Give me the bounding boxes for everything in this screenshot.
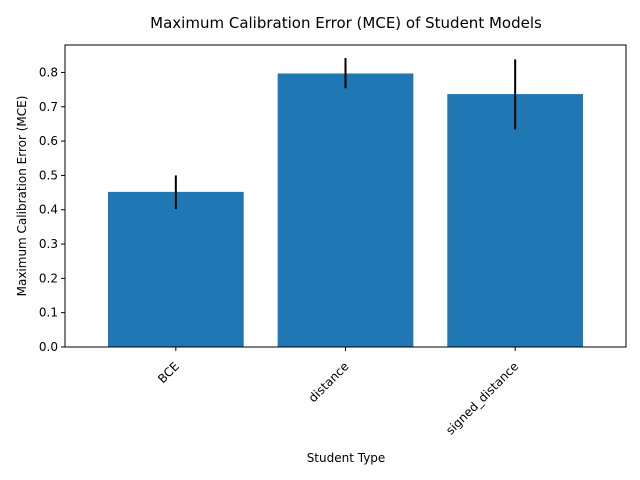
y-tick-label: 0.7 — [39, 100, 58, 114]
y-tick-label: 0.0 — [39, 340, 58, 354]
x-axis-label: Student Type — [307, 451, 386, 465]
plot-area: BCE distance signed_distance 0.0 0.1 0.2 0.3 0.… — [39, 58, 584, 437]
x-tick-label-signed_distance: signed_distance — [443, 359, 521, 437]
x-tick-label-BCE: BCE — [155, 359, 182, 386]
y-tick-label: 0.8 — [39, 65, 58, 79]
bar-signed_distance — [447, 94, 584, 347]
y-tick-label: 0.6 — [39, 134, 58, 148]
y-tick-label: 0.5 — [39, 168, 58, 182]
y-axis-label: Maximum Calibration Error (MCE) — [15, 96, 29, 297]
y-tick-label: 0.4 — [39, 203, 58, 217]
y-tick-label: 0.3 — [39, 237, 58, 251]
axes-frame — [64, 44, 627, 348]
bar-BCE — [107, 191, 244, 347]
bar-distance — [277, 73, 414, 347]
y-tick-label: 0.2 — [39, 271, 58, 285]
chart-title: Maximum Calibration Error (MCE) of Stude… — [150, 14, 542, 32]
y-tick-label: 0.1 — [39, 306, 58, 320]
x-tick-label-distance: distance — [306, 359, 352, 405]
